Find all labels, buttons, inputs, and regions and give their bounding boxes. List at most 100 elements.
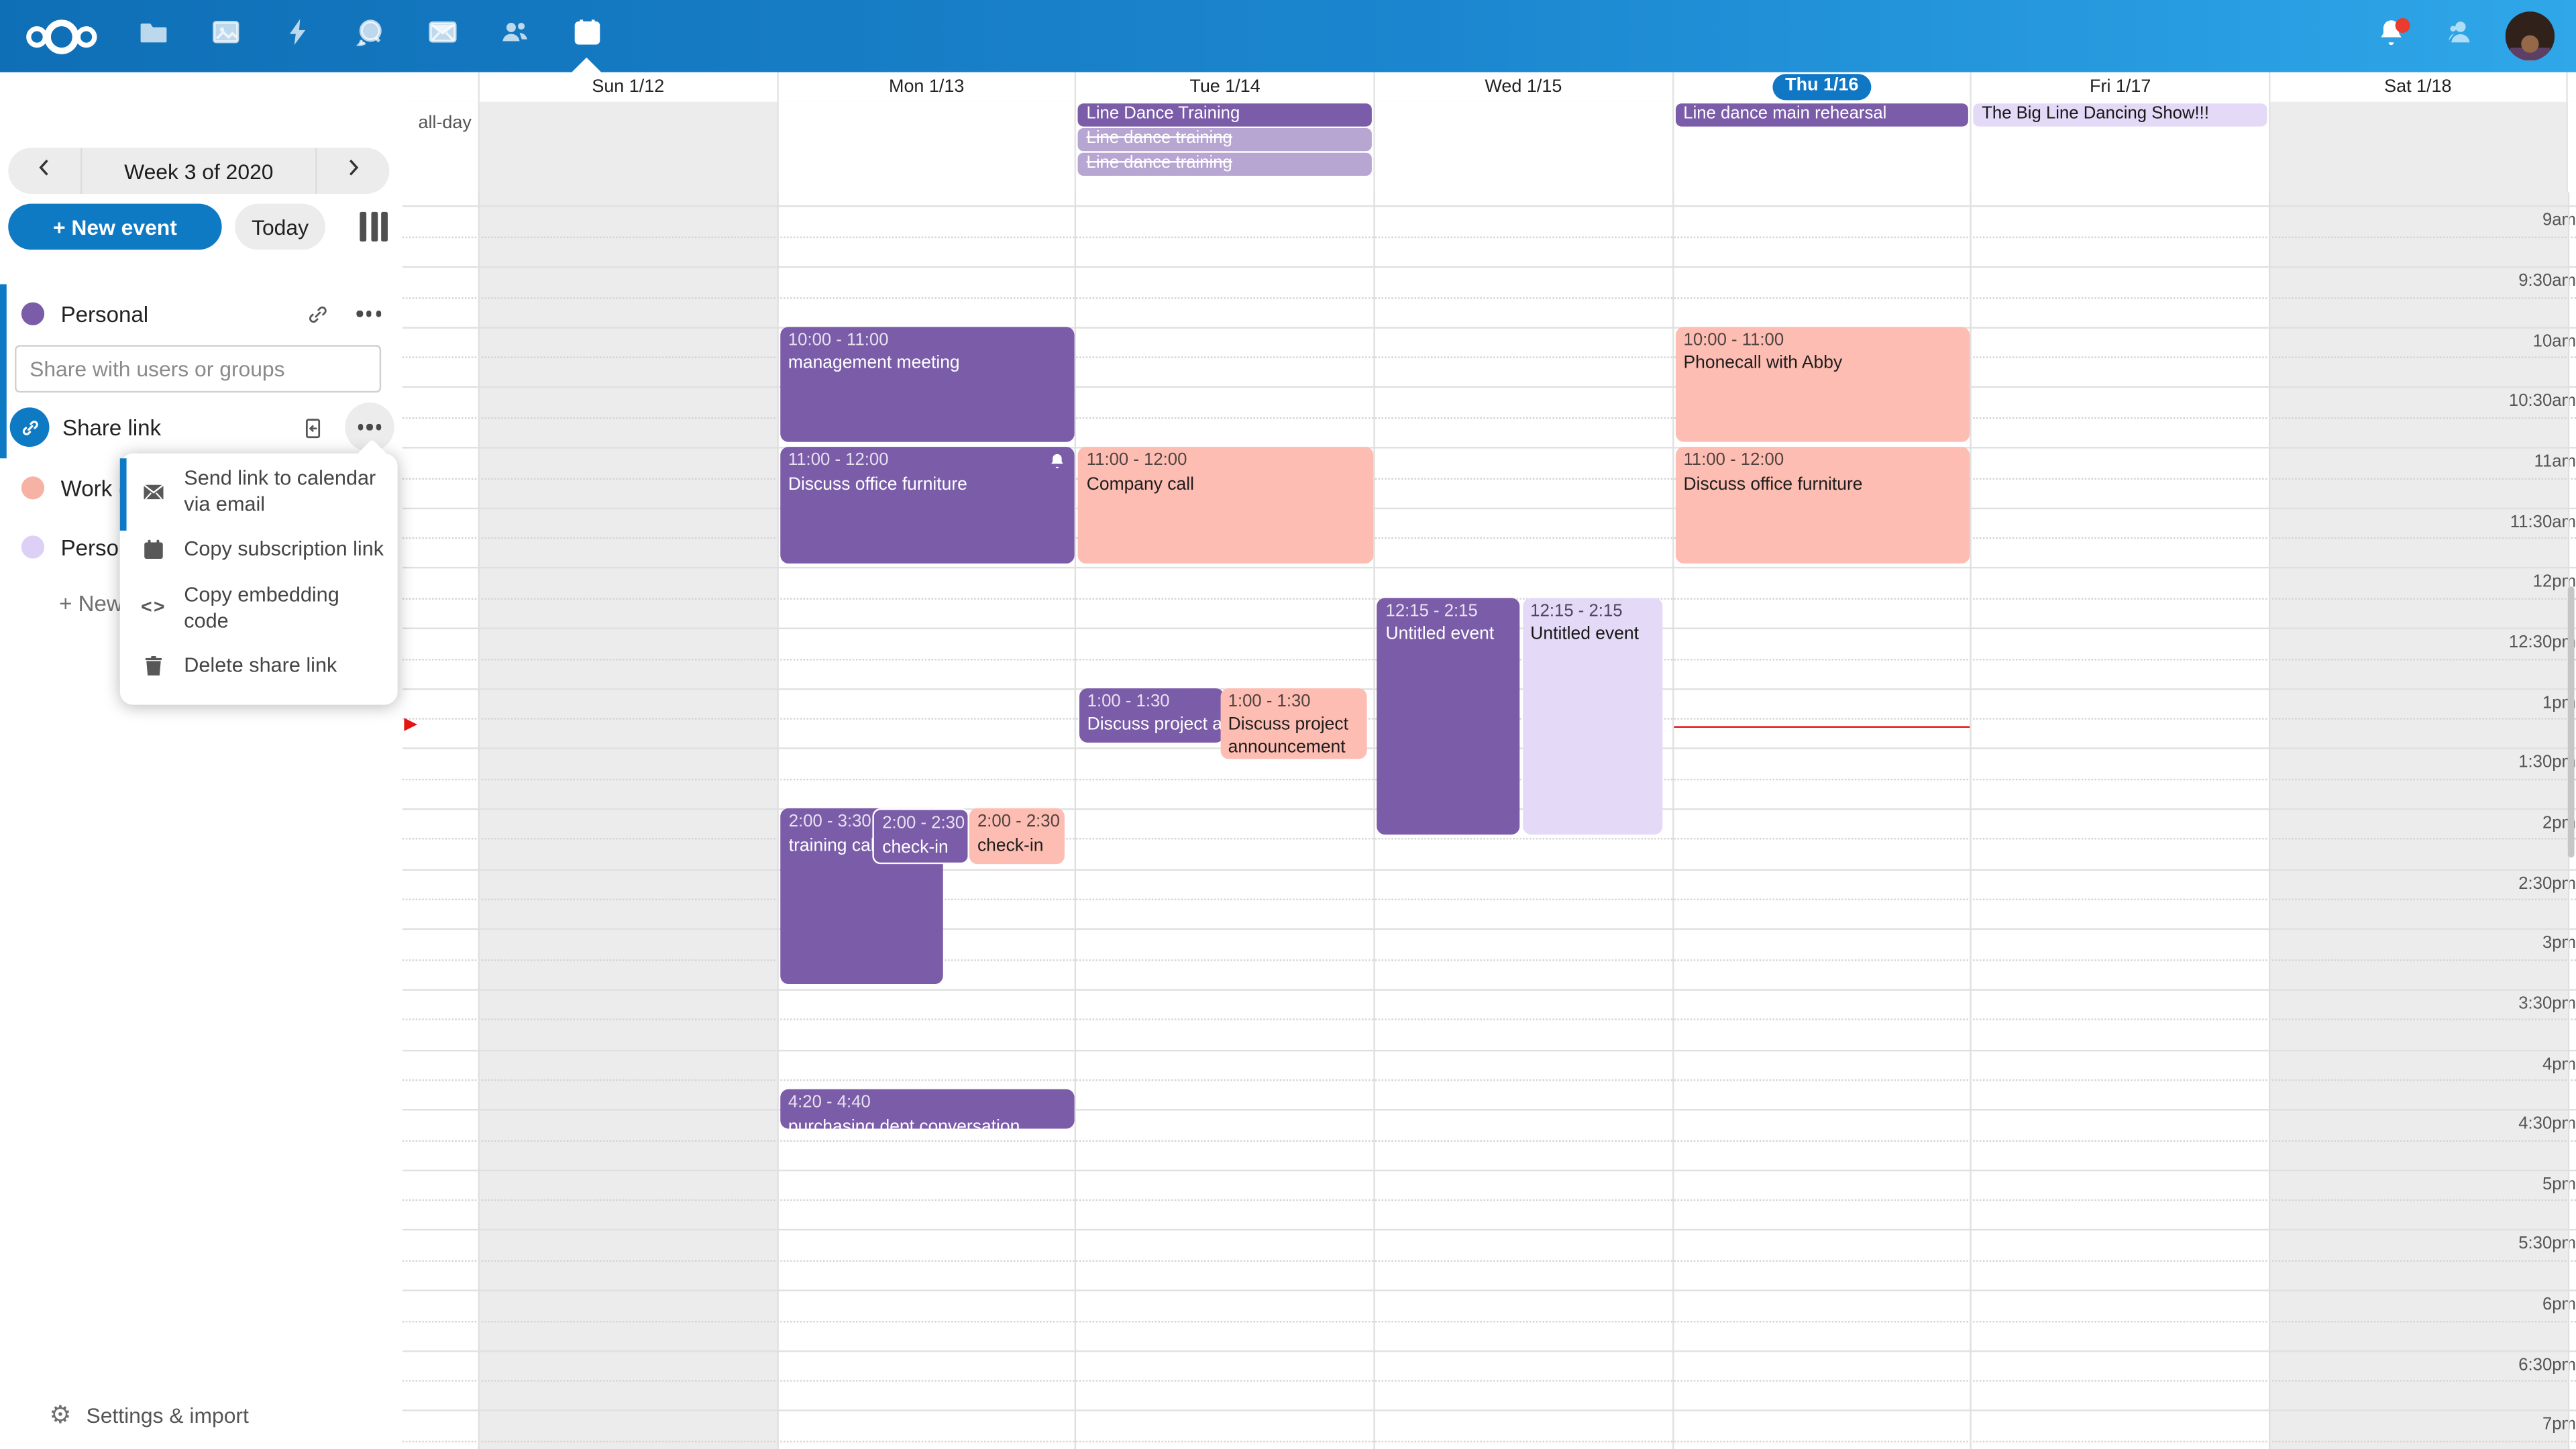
view-switcher-icon[interactable]	[360, 211, 388, 242]
notifications-button[interactable]	[2371, 16, 2410, 56]
event-discuss-project-announcement[interactable]: 1:00 - 1:30 Discuss project announcement	[1079, 688, 1224, 742]
event-phonecall-with-abby[interactable]: 10:00 - 11:00 Phonecall with Abby	[1675, 326, 1970, 443]
quarter-hour-line	[402, 477, 2576, 480]
all-day-cell[interactable]	[2268, 101, 2567, 193]
menu-item-delete-share-link[interactable]: Delete share link	[120, 637, 398, 693]
settings-label: Settings & import	[86, 1402, 249, 1427]
talk-app-button[interactable]	[350, 16, 390, 56]
new-event-button[interactable]: + New event	[8, 203, 222, 250]
event-time: 2:00 - 2:30	[977, 811, 1060, 831]
menu-item-send-link-to-calendar-via-email[interactable]: Send link to calendar via email	[120, 462, 398, 521]
event-purchasing-dept-conversation[interactable]: 4:20 - 4:40 purchasing dept conversation	[780, 1089, 1075, 1129]
contacts-menu-button[interactable]	[2438, 16, 2477, 56]
all-day-cell[interactable]: Line dance main rehearsal	[1672, 101, 1970, 193]
time-axis-label: 1:30pm	[2518, 753, 2576, 773]
calendar-actions-icon[interactable]	[357, 311, 382, 317]
day-header-label: Fri 1/17	[2090, 77, 2151, 97]
all-day-cell[interactable]	[1373, 101, 1672, 193]
all-day-event[interactable]: Line dance training	[1078, 152, 1372, 175]
all-day-cell[interactable]: The Big Line Dancing Show!!!	[1970, 101, 2269, 193]
time-slot-row: 10:30am	[402, 386, 2576, 448]
day-header-tue[interactable]: Tue 1/14	[1075, 72, 1373, 102]
time-grid[interactable]: 9am 9:30am 10am 10:30am 11am 11:30am 12pm 12:30…	[402, 192, 2576, 1449]
app-launcher	[133, 16, 606, 72]
day-header-label: Wed 1/15	[1485, 77, 1562, 97]
mail-icon	[427, 16, 458, 56]
current-time-line	[1673, 725, 1971, 727]
event-untitled-event[interactable]: 12:15 - 2:15 Untitled event	[1522, 597, 1663, 835]
time-slot-row: 11am	[402, 447, 2576, 508]
logo-ring-center	[43, 19, 78, 54]
day-column-border	[1373, 192, 1375, 1449]
contacts-app-button[interactable]	[494, 16, 534, 56]
share-with-users-input[interactable]	[15, 345, 382, 393]
all-day-event[interactable]: Line dance main rehearsal	[1675, 103, 1969, 126]
menu-item-copy-embedding-code[interactable]: <> Copy embedding code	[120, 578, 398, 637]
time-axis-label: 11am	[2534, 451, 2576, 472]
day-header-thu[interactable]: Thu 1/16	[1672, 72, 1970, 102]
time-axis-label: 7pm	[2542, 1415, 2576, 1435]
day-header-fri[interactable]: Fri 1/17	[1970, 72, 2269, 102]
event-title: Discuss office furniture	[788, 474, 967, 494]
event-discuss-project-announcement[interactable]: 1:00 - 1:30 Discuss project announcement	[1220, 688, 1368, 759]
files-app-button[interactable]	[133, 16, 172, 56]
vertical-scrollbar[interactable]	[2567, 586, 2575, 858]
day-header-sun[interactable]: Sun 1/12	[478, 72, 777, 102]
nextcloud-logo[interactable]	[25, 19, 97, 54]
all-day-cell[interactable]	[478, 101, 777, 193]
chevron-right-icon	[341, 155, 364, 186]
calendar-app-button[interactable]	[567, 16, 606, 72]
event-company-call[interactable]: 11:00 - 12:00 Company call	[1078, 447, 1373, 563]
copy-link-clipboard-icon[interactable]	[299, 414, 325, 440]
event-untitled-event[interactable]: 12:15 - 2:15 Untitled event	[1377, 597, 1519, 835]
time-axis-label: 5:30pm	[2518, 1234, 2576, 1254]
previous-week-button[interactable]	[8, 148, 83, 194]
talk-bubble-icon	[354, 16, 386, 56]
current-time-arrow	[403, 718, 417, 731]
day-header-mon[interactable]: Mon 1/13	[776, 72, 1075, 102]
event-title: Discuss project announcement	[1228, 714, 1348, 758]
all-day-event[interactable]: Line dance training	[1078, 128, 1372, 151]
menu-item-copy-subscription-link[interactable]: Copy subscription link	[120, 522, 398, 578]
time-axis-label: 9am	[2542, 211, 2576, 231]
settings-and-import[interactable]: ⚙ Settings & import	[0, 1395, 402, 1434]
day-header-sat[interactable]: Sat 1/18	[2268, 72, 2567, 102]
all-day-event[interactable]: The Big Line Dancing Show!!!	[1973, 103, 2267, 126]
calendar-color-dot	[21, 302, 45, 325]
mail-app-button[interactable]	[422, 16, 462, 56]
time-slot-row: 11:30am	[402, 506, 2576, 569]
event-time: 12:15 - 2:15	[1530, 600, 1623, 621]
mail-icon	[140, 478, 168, 506]
event-discuss-office-furniture[interactable]: 11:00 - 12:00 Discuss office furniture	[780, 447, 1075, 563]
calendar-icon	[571, 16, 602, 56]
time-slot-row: 5pm	[402, 1169, 2576, 1231]
weekend-shading	[478, 192, 777, 1449]
share-link-icon[interactable]	[305, 301, 331, 327]
day-header-wed[interactable]: Wed 1/15	[1373, 72, 1672, 102]
event-title: Untitled event	[1530, 625, 1640, 645]
time-axis-label: 10:30am	[2508, 391, 2576, 412]
menu-item-label: Copy subscription link	[184, 537, 384, 561]
quarter-hour-line	[402, 839, 2576, 841]
all-day-event[interactable]: Line Dance Training	[1078, 103, 1372, 126]
event-check-in[interactable]: 2:00 - 2:30 check-in	[872, 808, 970, 864]
user-avatar[interactable]	[2505, 11, 2555, 61]
next-week-button[interactable]	[315, 148, 389, 194]
event-title: check-in	[977, 835, 1044, 855]
navbar-right	[2371, 11, 2555, 61]
today-button[interactable]: Today	[235, 203, 325, 250]
activity-app-button[interactable]	[278, 16, 317, 56]
all-day-cell[interactable]	[776, 101, 1075, 193]
event-check-in[interactable]: 2:00 - 2:30 check-in	[969, 808, 1065, 864]
quarter-hour-line	[402, 1320, 2576, 1322]
time-slot-row: 9am	[402, 206, 2576, 268]
event-discuss-office-furniture[interactable]: 11:00 - 12:00 Discuss office furniture	[1675, 447, 1970, 563]
photos-app-button[interactable]	[205, 16, 245, 56]
event-management-meeting[interactable]: 10:00 - 11:00 management meeting	[780, 326, 1075, 443]
event-title: Company call	[1086, 474, 1194, 494]
all-day-cell[interactable]: Line Dance Training Line dance training Li…	[1075, 101, 1373, 193]
event-time: 4:20 - 4:40	[788, 1092, 871, 1112]
week-label: Week 3 of 2020	[124, 158, 274, 184]
sidebar-item-personal-calendar[interactable]: Personal	[0, 289, 402, 338]
trash-icon	[140, 651, 168, 680]
